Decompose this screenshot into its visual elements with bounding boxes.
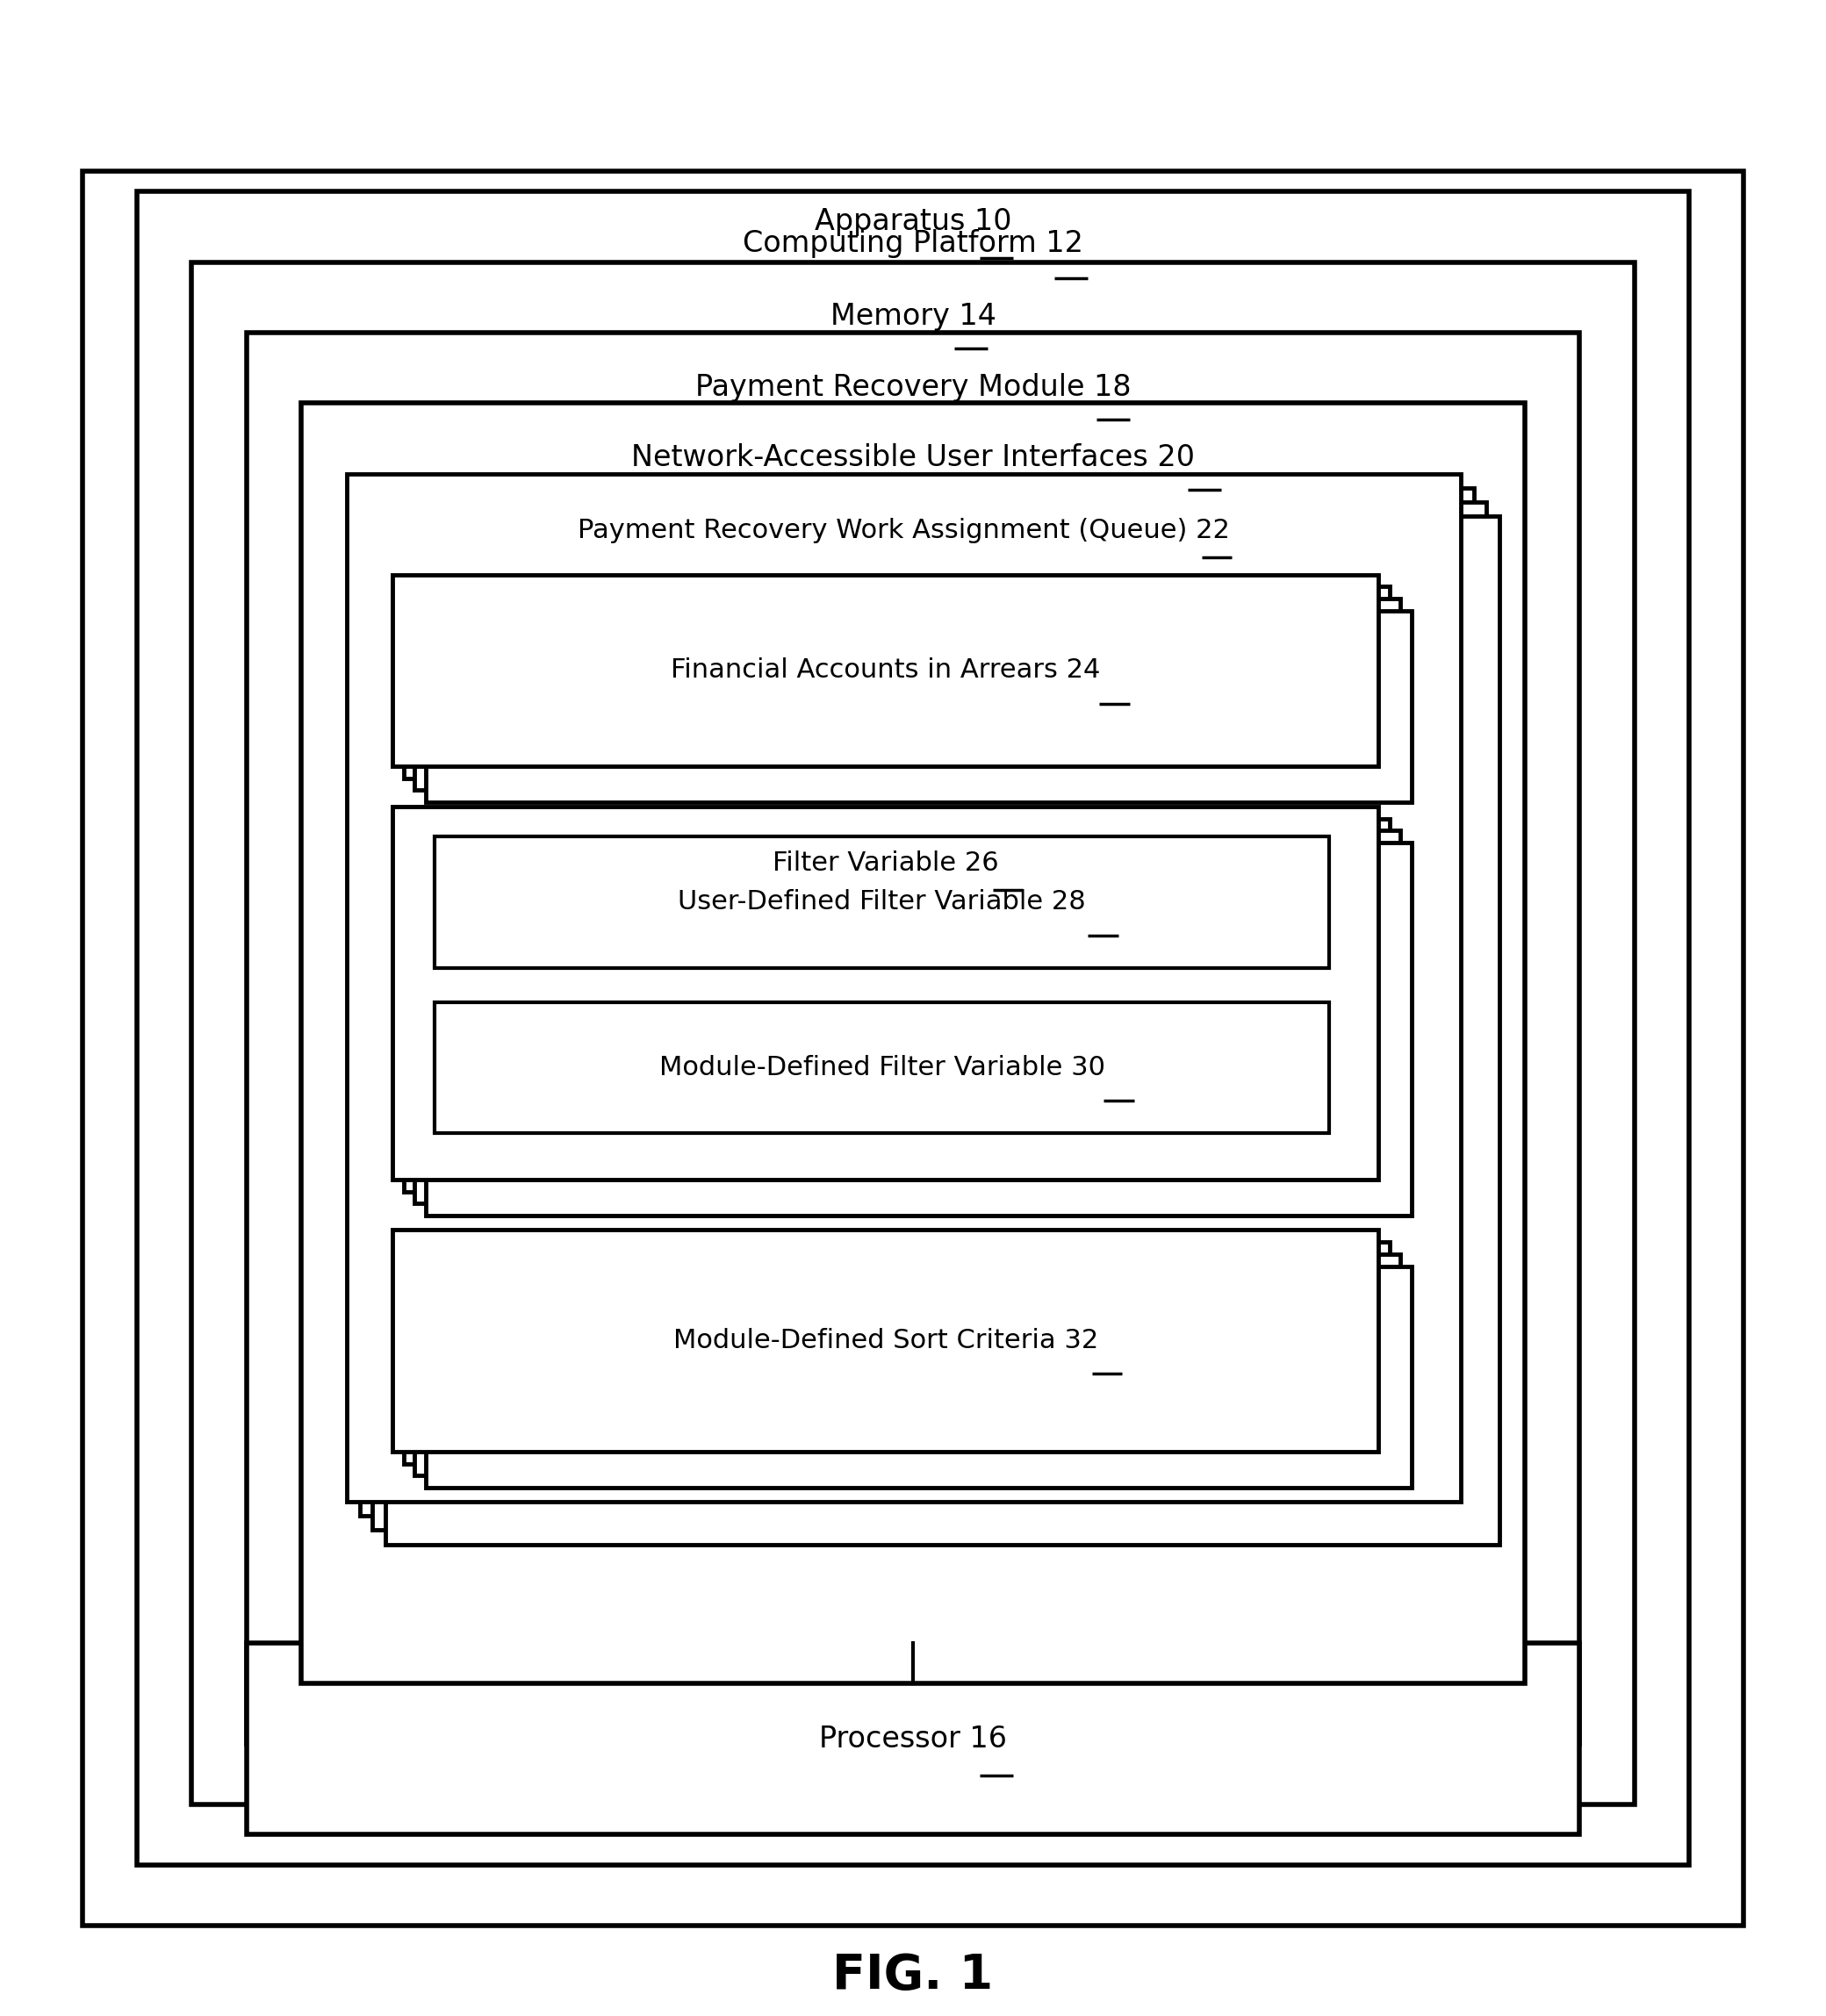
Bar: [301, 403, 1525, 1683]
Bar: [347, 474, 1461, 1502]
Bar: [192, 262, 1634, 1804]
Bar: [393, 806, 1379, 1179]
Bar: [373, 502, 1486, 1530]
Text: Memory 14: Memory 14: [831, 302, 995, 331]
Bar: [425, 611, 1411, 802]
Bar: [247, 333, 1579, 1744]
Bar: [82, 171, 1744, 1925]
Text: Apparatus 10: Apparatus 10: [814, 208, 1012, 236]
Bar: [404, 1242, 1390, 1464]
Bar: [404, 818, 1390, 1191]
Bar: [393, 575, 1379, 766]
Text: Computing Platform 12: Computing Platform 12: [743, 230, 1083, 258]
Bar: [385, 516, 1499, 1544]
Text: Network-Accessible User Interfaces 20: Network-Accessible User Interfaces 20: [632, 444, 1194, 472]
Bar: [415, 831, 1401, 1204]
Bar: [247, 1643, 1579, 1835]
Bar: [404, 587, 1390, 778]
Text: Processor 16: Processor 16: [820, 1724, 1006, 1754]
Text: Payment Recovery Module 18: Payment Recovery Module 18: [696, 373, 1130, 401]
Text: FIG. 1: FIG. 1: [833, 1951, 993, 2000]
Text: User-Defined Filter Variable 28: User-Defined Filter Variable 28: [677, 889, 1086, 915]
Text: Payment Recovery Work Assignment (Queue) 22: Payment Recovery Work Assignment (Queue)…: [577, 518, 1231, 542]
Bar: [425, 843, 1411, 1216]
Bar: [360, 488, 1474, 1516]
Text: Filter Variable 26: Filter Variable 26: [772, 851, 999, 875]
Text: Module-Defined Filter Variable 30: Module-Defined Filter Variable 30: [659, 1054, 1105, 1081]
Bar: [415, 599, 1401, 790]
Text: Module-Defined Sort Criteria 32: Module-Defined Sort Criteria 32: [674, 1329, 1097, 1353]
Bar: [137, 192, 1689, 1865]
Bar: [393, 1230, 1379, 1452]
Bar: [415, 1254, 1401, 1476]
Bar: [425, 1266, 1411, 1488]
Bar: [435, 837, 1329, 968]
Bar: [435, 1002, 1329, 1133]
Text: Financial Accounts in Arrears 24: Financial Accounts in Arrears 24: [670, 657, 1101, 683]
